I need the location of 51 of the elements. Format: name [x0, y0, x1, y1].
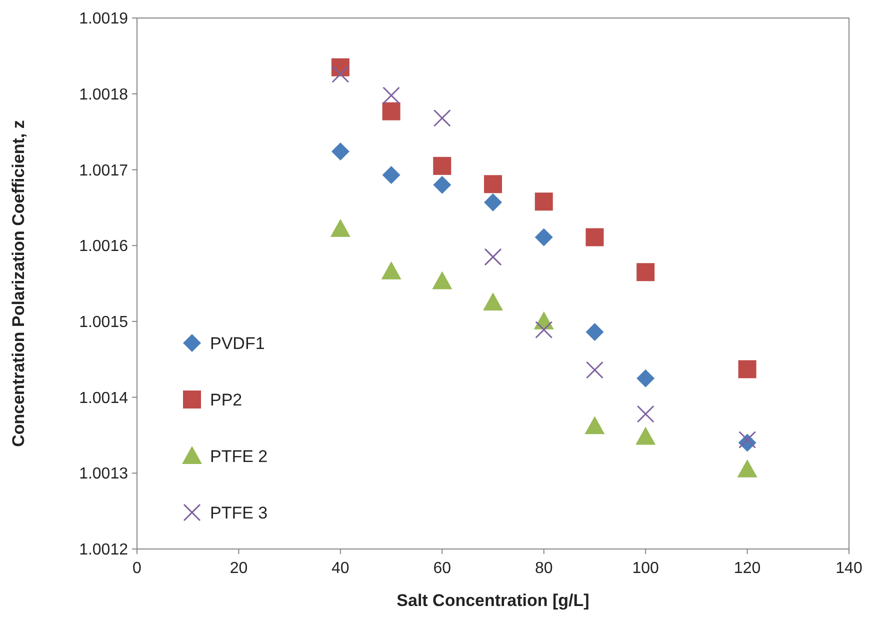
legend-label: PVDF1: [210, 334, 265, 353]
point: [636, 405, 654, 423]
y-tick-label: 1.0015: [79, 314, 128, 332]
x-tick-label: 120: [734, 560, 761, 577]
point: [331, 142, 350, 161]
y-tick-label: 1.0016: [79, 238, 128, 256]
point: [534, 192, 553, 211]
x-axis-title: Salt Concentration [g/L]: [396, 591, 590, 610]
y-axis-title: Concentration Polarization Coefficient, z: [9, 120, 28, 447]
point: [586, 361, 604, 379]
point: [586, 323, 604, 342]
point: [433, 156, 452, 175]
y-tick-label: 1.0012: [79, 542, 128, 559]
point: [382, 102, 400, 120]
point: [738, 360, 756, 378]
legend-label: PTFE 2: [210, 446, 268, 466]
x-tick-label: 40: [332, 560, 350, 577]
y-tick-label: 1.0014: [79, 390, 128, 407]
point: [382, 166, 400, 184]
point: [584, 416, 605, 434]
point: [332, 65, 350, 83]
legend-label: PTFE 3: [210, 503, 268, 522]
point: [484, 175, 502, 194]
point: [737, 459, 758, 478]
x-tick-label: 0: [132, 560, 142, 577]
point: [330, 218, 350, 237]
y-tick-label: 1.0013: [79, 466, 128, 483]
point: [433, 176, 452, 194]
x-tick-label: 60: [433, 560, 452, 577]
point: [432, 271, 452, 290]
point: [586, 228, 604, 246]
y-tick-label: 1.0018: [79, 86, 128, 104]
y-tick-label: 1.0019: [79, 10, 128, 28]
point: [382, 86, 400, 104]
point: [484, 248, 502, 266]
y-tick-label: 1.0017: [79, 162, 128, 180]
point: [636, 263, 655, 282]
point: [483, 292, 503, 310]
x-tick-label: 140: [836, 560, 862, 577]
point: [636, 369, 655, 388]
point: [636, 426, 656, 445]
point: [381, 261, 402, 280]
point: [484, 193, 502, 212]
point: [738, 431, 756, 449]
point: [534, 228, 553, 246]
point: [433, 109, 451, 127]
point: [535, 321, 553, 339]
x-tick-label: 100: [632, 560, 660, 577]
x-tick-label: 20: [230, 560, 248, 577]
legend-label: PP2: [210, 390, 242, 410]
x-tick-label: 80: [534, 560, 553, 577]
